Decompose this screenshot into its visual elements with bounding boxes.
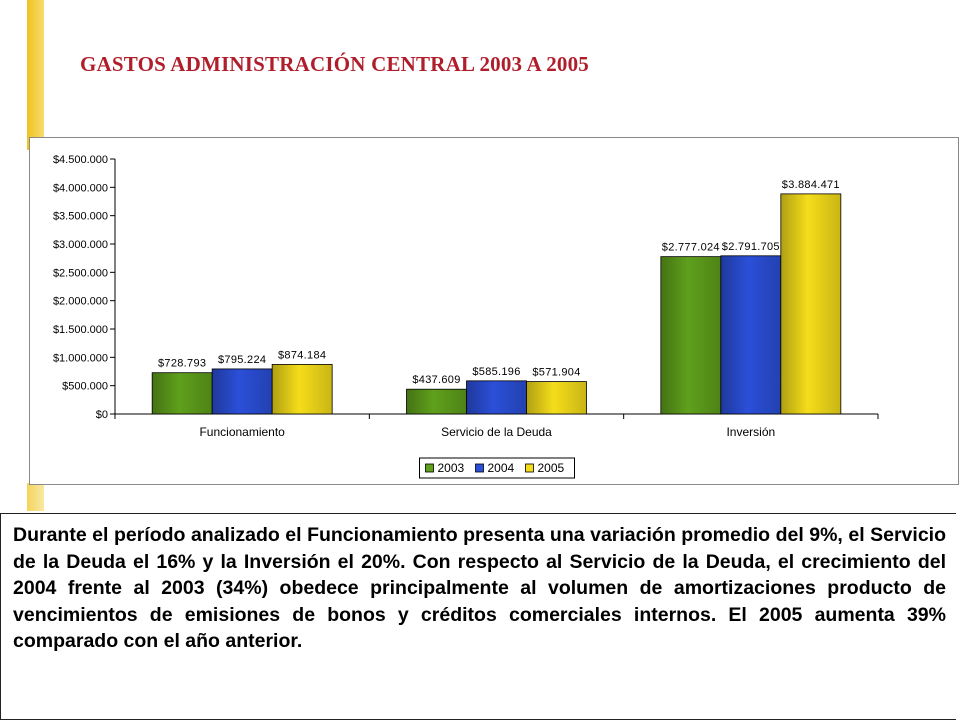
bar-2005-2 — [526, 381, 587, 415]
data-label: $571.904 — [532, 367, 580, 379]
y-tick-label: $0 — [96, 409, 108, 421]
legend-label-2003: 2003 — [438, 461, 465, 475]
data-label: $874.184 — [278, 349, 326, 361]
legend-swatch-2003 — [425, 463, 434, 473]
y-tick-label: $500.000 — [62, 381, 108, 393]
legend-box — [419, 457, 575, 479]
legend-label-2004: 2004 — [488, 461, 515, 475]
bar-2004-1 — [211, 368, 273, 415]
data-label: $3.884.471 — [782, 179, 840, 191]
y-tick-label: $2.000.000 — [53, 296, 108, 308]
legend-swatch-2005 — [525, 463, 534, 473]
data-label: $728.793 — [158, 358, 206, 370]
accent-bar-bottom — [27, 483, 44, 511]
bar-2004-3 — [720, 255, 782, 415]
data-label: $795.224 — [218, 354, 266, 366]
x-tick-label: Inversión — [726, 425, 775, 439]
accent-bar-top — [27, 0, 44, 150]
bar-2004-2 — [466, 380, 527, 415]
y-tick-label: $1.000.000 — [53, 352, 108, 364]
bar-chart: $0 $500.000 $1.000.000 $1.500.000 $2.000.000… — [53, 154, 879, 479]
y-tick-label: $4.000.000 — [53, 182, 108, 194]
y-tick-label: $3.000.000 — [53, 239, 108, 251]
data-label: $2.777.024 — [662, 242, 720, 254]
bar-2005-3 — [780, 193, 842, 415]
bar-2003-1 — [151, 372, 213, 415]
y-tick-label: $1.500.000 — [53, 324, 108, 336]
bar-2005-1 — [271, 364, 333, 415]
x-tick-label: Funcionamiento — [199, 425, 285, 439]
legend-label-2005: 2005 — [538, 461, 565, 475]
data-label: $585.196 — [472, 366, 520, 378]
y-tick-label: $3.500.000 — [53, 211, 108, 223]
bar-2003-3 — [660, 256, 722, 415]
y-tick-label: $4.500.000 — [53, 154, 108, 166]
page-title: GASTOS ADMINISTRACIÓN CENTRAL 2003 A 200… — [80, 52, 590, 76]
bar-2003-2 — [406, 388, 467, 415]
description-text: Durante el período analizado el Funciona… — [13, 524, 946, 652]
data-label: $2.791.705 — [722, 241, 780, 253]
description-box: Durante el período analizado el Funciona… — [0, 513, 956, 720]
legend-swatch-2004 — [475, 463, 484, 473]
chart-container: $0 $500.000 $1.000.000 $1.500.000 $2.000.000… — [29, 137, 959, 485]
data-label: $437.609 — [412, 374, 460, 386]
x-tick-label: Servicio de la Deuda — [441, 425, 552, 439]
y-tick-label: $2.500.000 — [53, 267, 108, 279]
